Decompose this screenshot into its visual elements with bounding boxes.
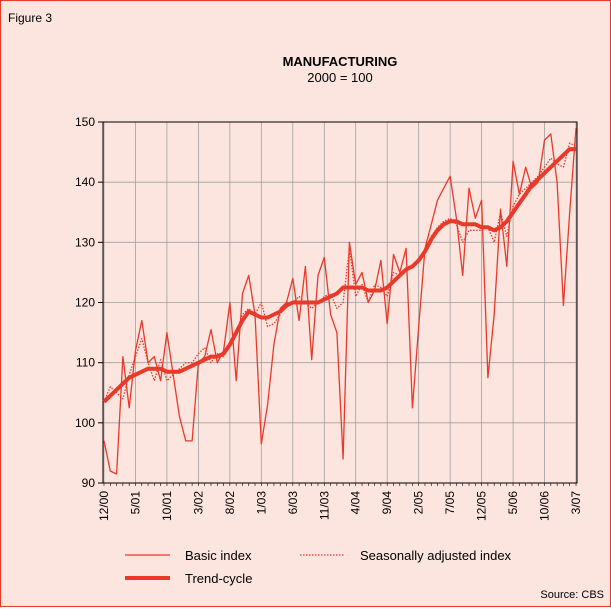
- source: Source: CBS: [540, 589, 604, 601]
- x-tick-label: 12/05: [475, 491, 489, 521]
- legend-label: Seasonally adjusted index: [360, 548, 512, 563]
- x-tick-label: 5/06: [506, 491, 520, 515]
- y-tick-label: 90: [82, 476, 96, 490]
- x-tick-label: 4/04: [349, 491, 363, 515]
- y-tick-label: 100: [75, 416, 95, 430]
- x-tick-label: 10/06: [538, 491, 552, 521]
- figure-label: Figure 3: [8, 11, 52, 25]
- y-tick-label: 140: [75, 175, 95, 189]
- x-tick-label: 1/03: [254, 491, 268, 515]
- y-tick-label: 150: [75, 115, 95, 129]
- plot-frame: [102, 121, 578, 484]
- chart-subtitle: 2000 = 100: [307, 70, 372, 85]
- series-line: [102, 147, 576, 404]
- y-tick-label: 130: [75, 235, 95, 249]
- series-line: [103, 127, 577, 475]
- y-tick-label: 120: [75, 296, 95, 310]
- x-tick-label: 3/02: [191, 491, 205, 515]
- x-tick-label: 9/04: [380, 491, 394, 515]
- chart-title: MANUFACTURING: [283, 54, 398, 69]
- x-tick-label: 11/03: [317, 491, 331, 520]
- x-tick-label: 3/07: [569, 491, 583, 515]
- x-tick-label: 10/01: [160, 491, 174, 521]
- legend-label: Trend-cycle: [185, 571, 252, 586]
- y-tick-label: 110: [76, 356, 95, 370]
- x-tick-label: 8/02: [223, 491, 237, 515]
- legend-label: Basic index: [185, 548, 252, 563]
- x-tick-label: 7/05: [443, 491, 457, 515]
- x-tick-label: 2/05: [412, 491, 426, 515]
- x-tick-label: 12/00: [97, 491, 111, 521]
- x-tick-label: 5/01: [128, 491, 142, 515]
- x-tick-label: 6/03: [286, 491, 300, 515]
